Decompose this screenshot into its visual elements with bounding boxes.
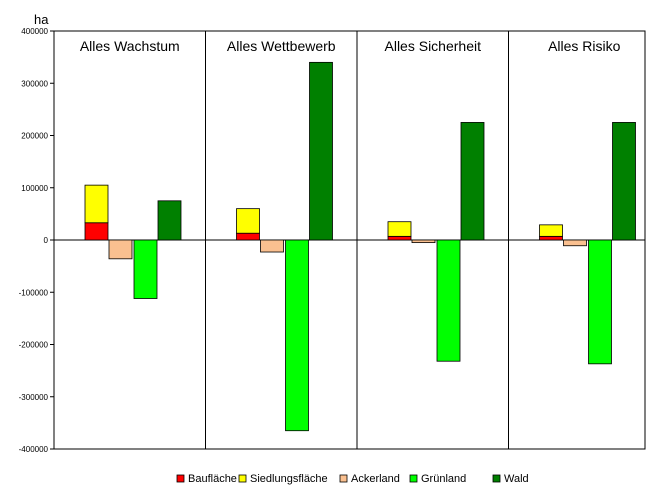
bar-grünland [285, 239, 309, 432]
bar-wald [309, 61, 333, 241]
legend-label: Ackerland [351, 473, 400, 485]
y-axis-unit-label: ha [34, 12, 49, 27]
legend-swatch [409, 474, 418, 483]
legend-item: Grünland [409, 473, 466, 485]
panel-title: Alles Wettbewerb [227, 38, 336, 54]
plot-area: -400000 -300000 -200000 -100000 0 100000 20000… [19, 27, 646, 454]
y-tick-label: 300000 [21, 79, 48, 88]
bar-baufläche [84, 222, 109, 241]
bar-grünland [133, 239, 158, 299]
bar-siedlungsfläche [539, 224, 563, 237]
legend-label: Baufläche [188, 473, 237, 485]
legend-swatch [238, 474, 247, 483]
y-tick-label: -300000 [19, 393, 49, 402]
bar-wald [460, 122, 485, 241]
y-tick-label: 400000 [21, 27, 48, 36]
bar-siedlungsfläche [236, 208, 260, 234]
legend-item: Siedlungsfläche [238, 473, 328, 485]
legend-label: Wald [504, 473, 529, 485]
legend-label: Grünland [421, 473, 466, 485]
legend: Baufläche Siedlungsfläche Ackerland Grünlan… [176, 473, 529, 485]
legend-swatch [176, 474, 185, 483]
bar-baufläche [236, 232, 260, 241]
panel-title: Alles Risiko [548, 38, 621, 54]
bar-ackerland [563, 239, 587, 247]
bar-ackerland [260, 239, 284, 253]
legend-item: Ackerland [339, 473, 400, 485]
y-tick-label: 200000 [21, 132, 48, 141]
y-tick-label: -400000 [19, 445, 49, 454]
legend-swatch [492, 474, 501, 483]
panel-title: Alles Wachstum [80, 38, 180, 54]
y-tick-label: 100000 [21, 184, 48, 193]
bar-wald [157, 200, 182, 241]
bar-siedlungsfläche [387, 221, 412, 237]
panel-title: Alles Sicherheit [385, 38, 482, 54]
bar-ackerland [108, 239, 133, 260]
bar-baufläche [539, 235, 563, 241]
y-tick-label: -100000 [19, 288, 49, 297]
bar-ackerland [411, 239, 436, 244]
y-tick-label: 0 [44, 236, 49, 245]
legend-label: Siedlungsfläche [250, 473, 328, 485]
bar-grünland [588, 239, 612, 365]
bar-baufläche [387, 235, 412, 241]
legend-swatch [339, 474, 348, 483]
bar-wald [612, 122, 636, 241]
legend-item: Baufläche [176, 473, 237, 485]
y-tick-label: -200000 [19, 341, 49, 350]
legend-item: Wald [492, 473, 529, 485]
bar-grünland [436, 239, 461, 362]
bar-siedlungsfläche [84, 184, 109, 224]
